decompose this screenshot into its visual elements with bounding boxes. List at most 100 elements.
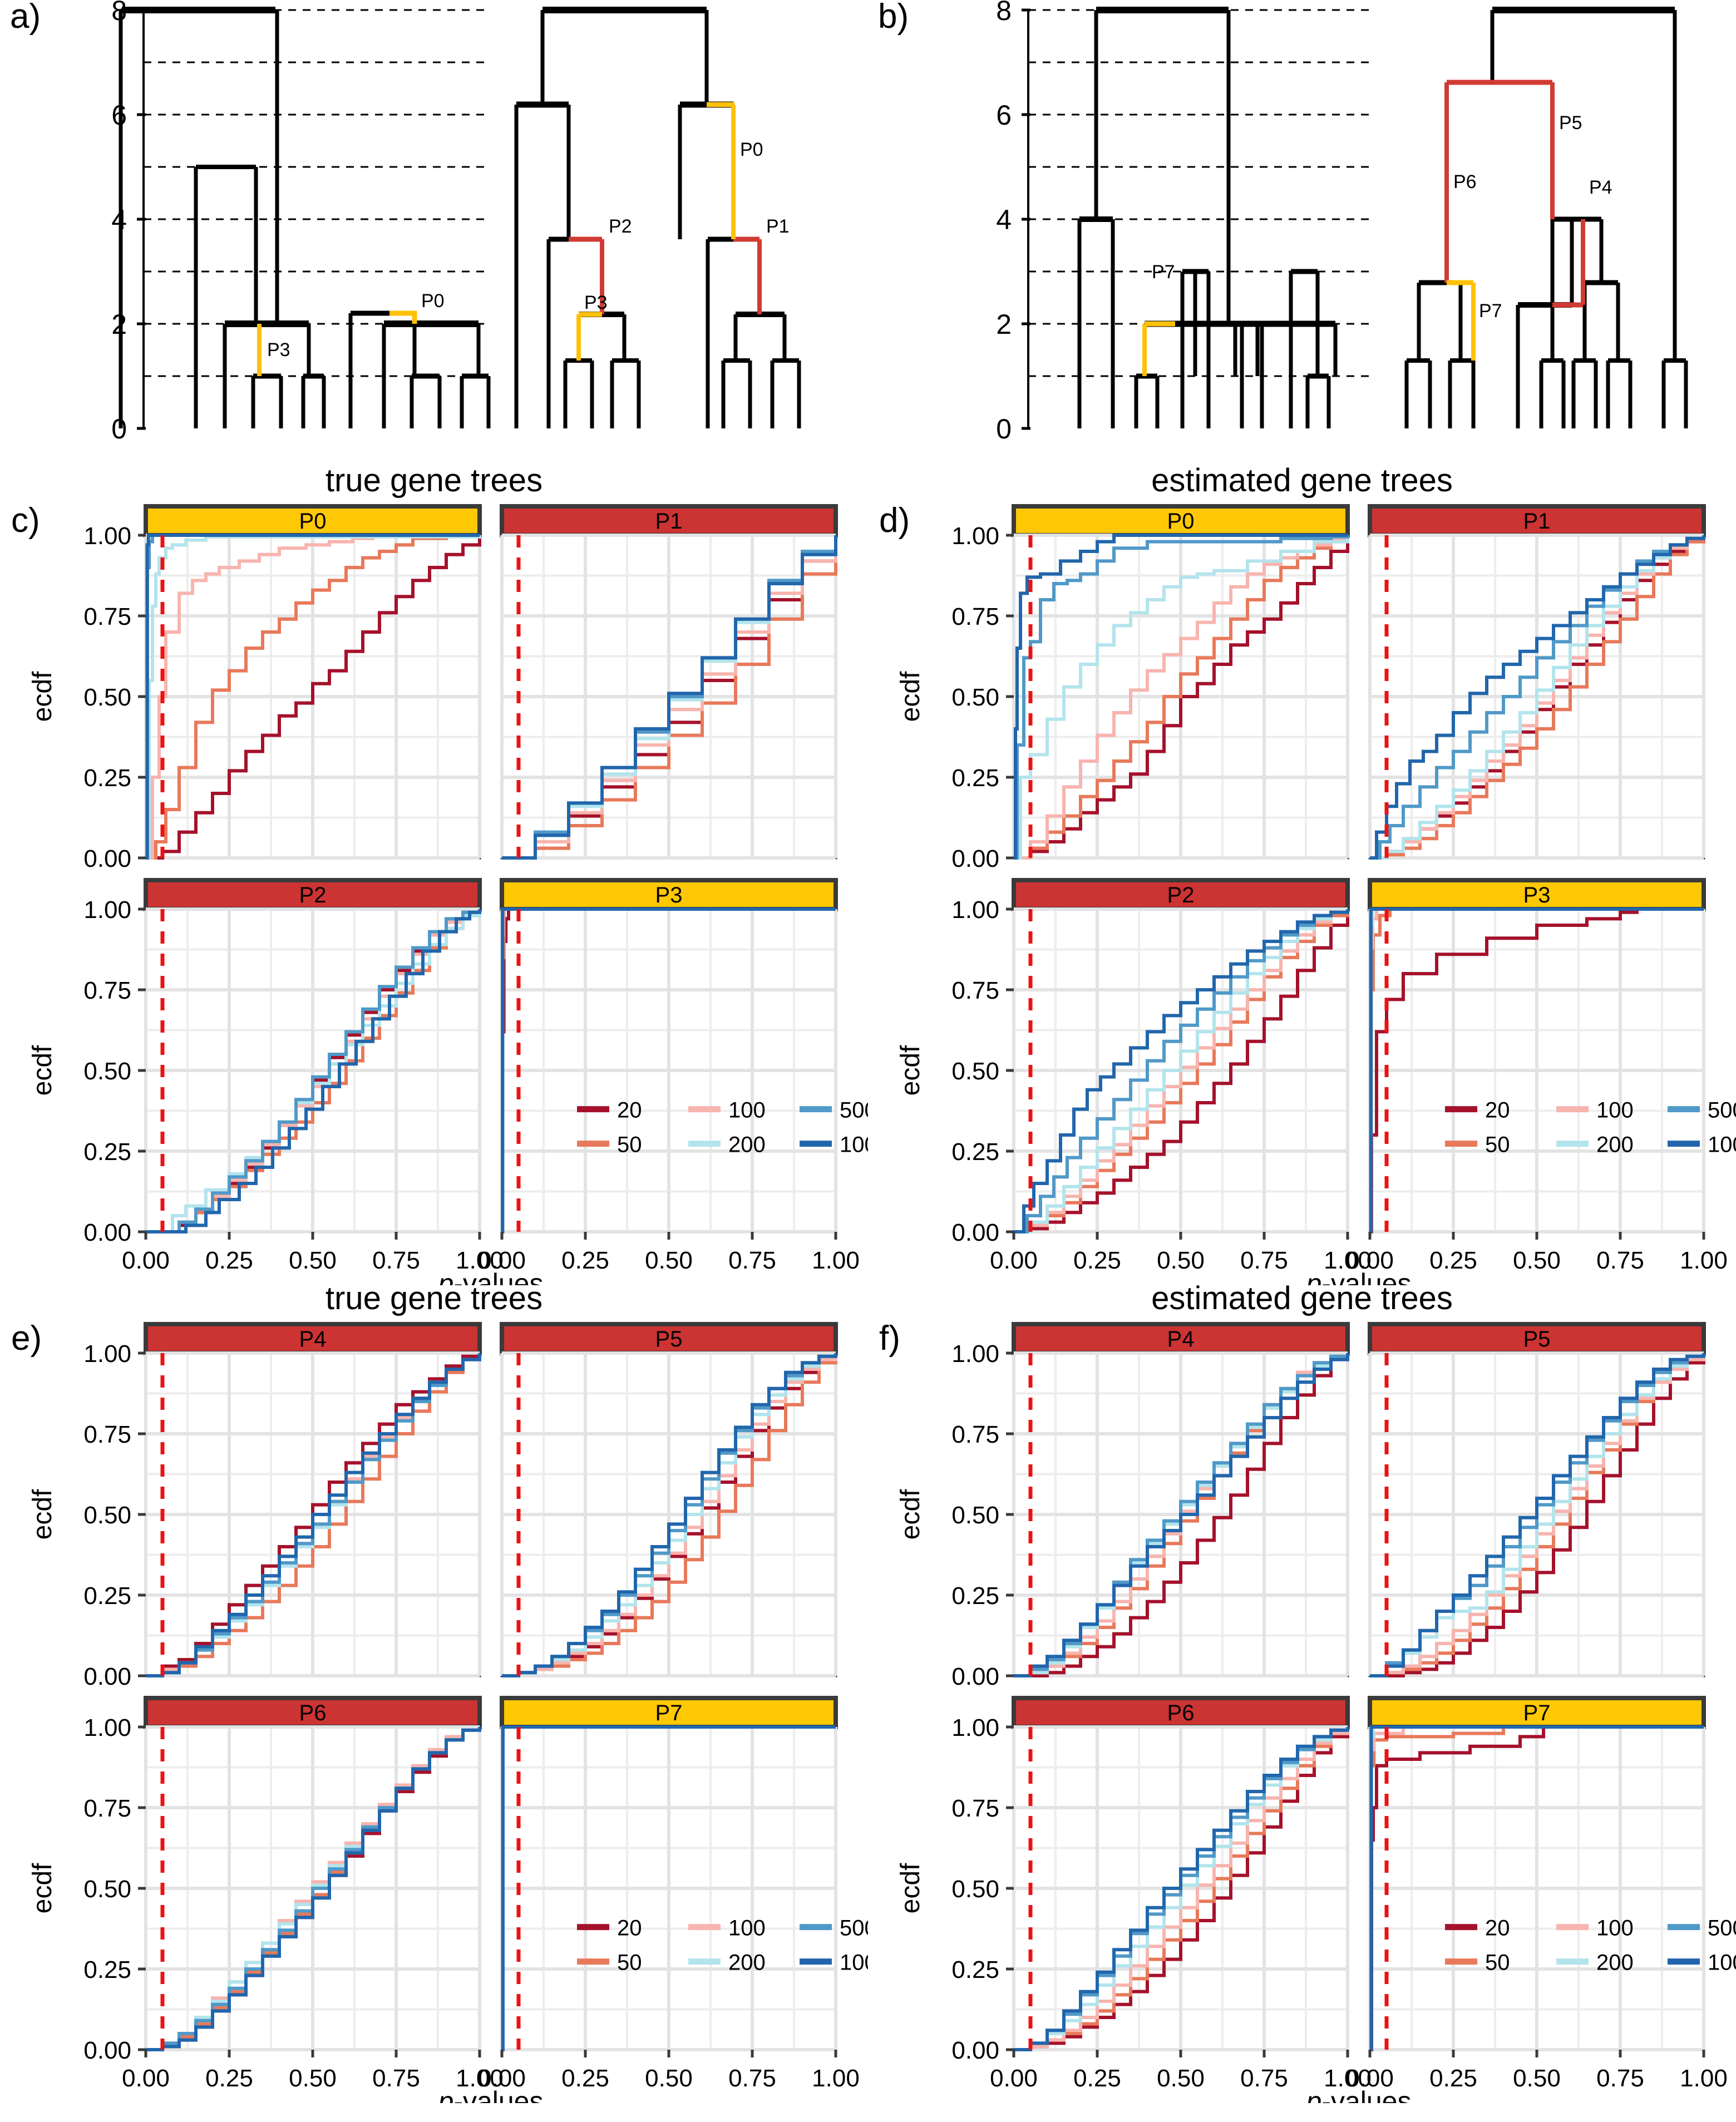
ecdf-line-P7-20 (1370, 1725, 1704, 2051)
x-axis-label-f: p-values (1305, 2086, 1412, 2103)
ytick-P6-0.25: 0.25 (83, 1956, 131, 1983)
panel-a: 8 6 4 2 0 (0, 0, 868, 448)
y-axis-label-P6: ecdf (896, 1863, 925, 1913)
panel-b-svg: 8 6 4 2 0 (996, 0, 1688, 445)
legend-e[interactable]: 20 50 100 200 500 1000 (577, 1916, 868, 1975)
ytick-P6-0.00: 0.00 (951, 2037, 999, 2064)
x-axis-label-e: p-values (437, 2086, 544, 2103)
facet-strip-label-P3: P3 (1523, 883, 1551, 907)
xtick-P6-0.50: 0.50 (289, 2065, 337, 2092)
xtick-P6-1.00: 1.00 (456, 2065, 504, 2092)
facet-strip-label-P6: P6 (299, 1701, 327, 1725)
legend-label-500: 500 (1708, 1098, 1736, 1123)
ytick-P2-0.00: 0.00 (83, 1219, 131, 1246)
ytick-P2-1.00: 1.00 (83, 896, 131, 924)
facet-strip-label-P5: P5 (1523, 1327, 1551, 1351)
xtick-P2-0.50: 0.50 (1157, 1247, 1205, 1274)
facet-f-P5: P5 (1368, 1322, 1706, 1677)
ecdf-line-P2-500 (146, 909, 481, 1233)
legend-label-500: 500 (1708, 1916, 1736, 1941)
ecdf-line-P5-1000 (1370, 1353, 1705, 1677)
ytick-P4-0.00: 0.00 (83, 1663, 131, 1690)
xtick-P2-0.00: 0.00 (990, 1247, 1038, 1274)
facet-f-P6: P6 0.00 0.25 0.50 0.75 1.00 ecdf 0.00 0.25 0.50 0.… (896, 1696, 1372, 2092)
facet-strip-P3 (500, 878, 838, 911)
ecdf-line-P1-50 (1370, 535, 1705, 860)
ecdf-line-P0-1000 (1014, 534, 1348, 860)
ytick-P0-0.00: 0.00 (951, 845, 999, 872)
legend-f[interactable]: 20 50 100 200 500 1000 (1445, 1916, 1736, 1975)
xtick-P7-0.50: 0.50 (1513, 2065, 1561, 2092)
ytick-P6-1.00: 1.00 (951, 1714, 999, 1741)
ytick-P4-0.50: 0.50 (83, 1502, 131, 1529)
panel-letter-a: a) (10, 0, 41, 36)
legend-label-50: 50 (617, 1951, 642, 1975)
facet-strip-P6 (1012, 1696, 1350, 1729)
facet-strip-label-P1: P1 (655, 509, 683, 534)
xtick-P3-0.00: 0.00 (1346, 1247, 1394, 1274)
facet-grid-P7 (1368, 1725, 1705, 2051)
section-title-d: estimated gene trees (1151, 462, 1453, 499)
legend-label-200: 200 (728, 1133, 766, 1157)
ecdf-svg-c: P0 0.00 0.25 0.50 0.75 1.00 ecdf P1 P2 0.00 0.25 0.… (28, 504, 868, 1285)
y-axis-label-P2: ecdf (896, 1045, 925, 1095)
ecdf-line-P0-50 (146, 534, 480, 860)
facet-strip-P2 (144, 878, 482, 911)
facet-strip-P1 (500, 504, 838, 537)
xtick-P7-0.00: 0.00 (478, 2065, 526, 2092)
panel-letter-d: d) (879, 501, 910, 540)
ytick-P6-0.50: 0.50 (83, 1876, 131, 1903)
section-title-c: true gene trees (325, 462, 543, 499)
ecdf-line-P5-50 (502, 1353, 837, 1677)
xtick-P2-0.25: 0.25 (205, 1247, 253, 1274)
legend-label-1000: 1000 (1708, 1133, 1736, 1157)
xtick-P3-0.75: 0.75 (728, 1247, 776, 1274)
xtick-P2-0.00: 0.00 (122, 1247, 170, 1274)
facet-c-P0: P0 0.00 0.25 0.50 0.75 1.00 ecdf (28, 504, 482, 872)
facet-grid-P7 (500, 1725, 837, 2051)
facet-strip-label-P5: P5 (655, 1327, 683, 1351)
xtick-P7-0.25: 0.25 (1429, 2065, 1477, 2092)
x-axis-label-c: p-values (437, 1268, 544, 1285)
dendro-a-label-P0b: P0 (740, 139, 763, 160)
ecdf-line-P6-1000 (146, 1727, 481, 2051)
ytick-P0-0.25: 0.25 (951, 764, 999, 792)
ecdf-line-P0-50 (1014, 535, 1349, 860)
ecdf-line-P3-20 (1370, 907, 1704, 1233)
ytick-P0-0.00: 0.00 (83, 845, 131, 872)
legend-label-1000: 1000 (840, 1951, 868, 1975)
xtick-P2-0.75: 0.75 (372, 1247, 420, 1274)
xtick-P3-1.00: 1.00 (1680, 1247, 1728, 1274)
panel-a-svg: 8 6 4 2 0 (111, 0, 801, 445)
ecdf-svg-f: P4 0.00 0.25 0.50 0.75 1.00 ecdf P5 P6 0.00 0.25 0.… (896, 1322, 1736, 2103)
section-title-f: estimated gene trees (1151, 1280, 1453, 1316)
legend-label-20: 20 (617, 1916, 642, 1941)
facet-d-P3: P3 0.00 0.25 0.50 0.75 1.00 20 50 100 200 500 1000 (1346, 878, 1736, 1274)
xtick-P6-0.25: 0.25 (205, 2065, 253, 2092)
y-axis-label-P4: ecdf (28, 1489, 57, 1539)
legend-label-1000: 1000 (1708, 1951, 1736, 1975)
facet-strip-label-P4: P4 (1167, 1327, 1195, 1351)
dendro-b-ticks (1022, 8, 1030, 430)
ecdf-svg-e: P4 0.00 0.25 0.50 0.75 1.00 ecdf P5 P6 0.00 0.25 0.… (28, 1322, 868, 2103)
ytick-P4-0.75: 0.75 (83, 1421, 131, 1448)
ytick-P4-0.00: 0.00 (951, 1663, 999, 1690)
ytick-P4-0.50: 0.50 (951, 1502, 999, 1529)
legend-c[interactable]: 20 50 100 200 500 1000 (577, 1098, 868, 1157)
ecdf-line-P5-20 (1370, 1353, 1705, 1677)
ytick-P0-1.00: 1.00 (83, 522, 131, 550)
facet-strip-P5 (500, 1322, 838, 1355)
legend-label-100: 100 (728, 1916, 766, 1941)
panel-letter-b: b) (878, 0, 909, 36)
legend-d[interactable]: 20 50 100 200 500 1000 (1445, 1098, 1736, 1157)
xtick-P7-0.00: 0.00 (1346, 2065, 1394, 2092)
legend-label-100: 100 (728, 1098, 766, 1123)
ytick-P0-0.25: 0.25 (83, 764, 131, 792)
facet-grid-P5 (1368, 1351, 1705, 1677)
dendro-a-label-P1: P1 (766, 216, 790, 237)
facet-f-P7: P7 0.00 0.25 0.50 0.75 1.00 20 50 100 200 500 1000 (1346, 1696, 1736, 2092)
dendro-a-right-tree (514, 7, 801, 428)
legend-label-100: 100 (1596, 1916, 1634, 1941)
